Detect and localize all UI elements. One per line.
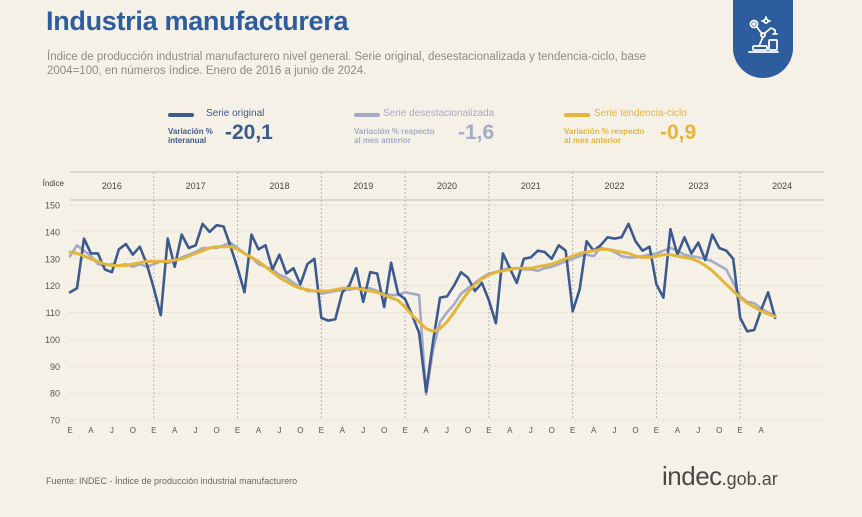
category-badge <box>733 0 793 78</box>
x-tick-label: J <box>277 426 281 435</box>
factory-robot-arm-icon <box>748 16 779 53</box>
indec-logo: indec.gob.ar <box>662 461 778 491</box>
legend-value-tendencia: -0,9 <box>660 121 697 144</box>
y-tick-label: 140 <box>45 227 60 237</box>
x-tick-label: A <box>423 426 429 435</box>
year-label: 2017 <box>186 181 206 191</box>
x-tick-label: A <box>758 426 764 435</box>
x-tick-label: E <box>570 426 575 435</box>
y-tick-label: 130 <box>45 254 60 264</box>
x-tick-label: A <box>591 426 597 435</box>
x-tick-label: J <box>529 426 533 435</box>
legend-desc-original: Variación % interanual <box>168 127 213 145</box>
x-tick-label: E <box>319 426 324 435</box>
legend-value-original: -20,1 <box>225 121 273 144</box>
year-label: 2023 <box>688 181 708 191</box>
x-tick-label: J <box>194 426 198 435</box>
year-label: 2022 <box>605 181 625 191</box>
x-tick-label: J <box>110 426 114 435</box>
x-tick-label: E <box>151 426 156 435</box>
y-tick-label: 80 <box>50 389 60 399</box>
page-subtitle: Índice de producción industrial manufact… <box>47 51 646 77</box>
y-tick-label: 90 <box>50 362 60 372</box>
series-line-tendencia-ciclo <box>68 245 777 333</box>
year-label: 2020 <box>437 181 457 191</box>
year-label: 2019 <box>353 181 373 191</box>
legend-name-desest: Serie desestacionalizada <box>383 108 495 119</box>
x-tick-label: O <box>716 426 722 435</box>
x-tick-label: E <box>67 426 72 435</box>
legend-name-tendencia: Serie tendencia-ciclo <box>594 108 687 119</box>
legend-name-original: Serie original <box>206 108 265 119</box>
y-tick-label: 150 <box>45 201 60 211</box>
x-tick-label: A <box>172 426 178 435</box>
x-tick-label: E <box>402 426 407 435</box>
y-tick-label: 100 <box>45 335 60 345</box>
x-tick-label: O <box>632 426 638 435</box>
x-tick-label: J <box>361 426 365 435</box>
x-tick-label: E <box>738 426 743 435</box>
legend-line-tendencia <box>564 113 590 117</box>
x-tick-label: O <box>465 426 471 435</box>
x-tick-label: J <box>696 426 700 435</box>
x-tick-label: J <box>445 426 449 435</box>
legend-line-original <box>168 113 194 117</box>
x-tick-label: J <box>613 426 617 435</box>
y-tick-label: 120 <box>45 281 60 291</box>
x-tick-label: A <box>88 426 94 435</box>
x-tick-label: O <box>130 426 136 435</box>
x-tick-label: A <box>340 426 346 435</box>
legend-desc-desest: Variación % respecto al mes anterior <box>354 127 435 145</box>
x-tick-label: O <box>213 426 219 435</box>
year-label: 2021 <box>521 181 541 191</box>
year-label: 2018 <box>269 181 289 191</box>
page-title: Industria manufacturera <box>46 6 349 36</box>
x-tick-label: E <box>486 426 491 435</box>
year-label: 2024 <box>772 181 792 191</box>
y-axis-label: Índice <box>43 179 65 188</box>
legend-line-desest <box>354 113 380 117</box>
legend-value-desest: -1,6 <box>458 121 495 144</box>
x-tick-label: E <box>235 426 240 435</box>
x-tick-label: A <box>675 426 681 435</box>
x-tick-label: A <box>256 426 262 435</box>
y-tick-label: 70 <box>50 416 60 426</box>
legend-desc-tendencia: Variación % respecto al mes anterior <box>564 127 645 145</box>
series-line-original <box>68 222 777 394</box>
y-tick-label: 110 <box>46 308 60 318</box>
source-note: Fuente: INDEC - Índice de producción ind… <box>46 476 298 486</box>
x-tick-label: A <box>507 426 513 435</box>
x-tick-label: E <box>654 426 659 435</box>
x-tick-label: O <box>381 426 387 435</box>
x-tick-label: O <box>297 426 303 435</box>
x-tick-label: O <box>549 426 555 435</box>
year-label: 2016 <box>102 181 122 191</box>
